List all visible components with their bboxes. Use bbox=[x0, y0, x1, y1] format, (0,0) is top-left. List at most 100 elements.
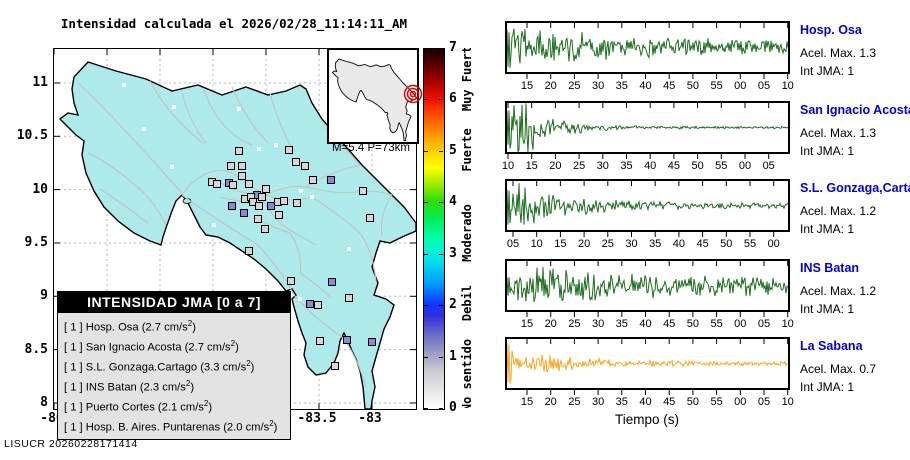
legend-intensity-bracket: [ 1 ] bbox=[64, 401, 83, 414]
waveform-tick-label: 35 bbox=[615, 318, 628, 330]
legend-unit-exponent: 2 bbox=[269, 418, 274, 428]
intensity-station-marker bbox=[235, 147, 243, 155]
waveform-tick-label: 10 bbox=[781, 318, 794, 330]
legend-station-text: Puerto Cortes (2.1 cm/s bbox=[82, 401, 204, 414]
legend-row: [ 1 ] S.L. Gonzaga.Cartago (3.3 cm/s2) bbox=[64, 356, 290, 376]
colorbar-number: 5 bbox=[449, 142, 457, 158]
intensity-station-marker bbox=[287, 277, 295, 285]
waveform-accel-max: Acel. Max. 1.3 bbox=[800, 126, 877, 140]
waveform-tick-label: 20 bbox=[544, 80, 557, 92]
colorbar-number: 7 bbox=[449, 40, 457, 55]
waveform-tick-label: 05 bbox=[757, 80, 771, 92]
intensity-station-marker bbox=[293, 199, 301, 207]
town-square bbox=[172, 105, 176, 109]
colorbar-tick bbox=[424, 356, 428, 358]
waveform-tick-label: 50 bbox=[686, 318, 700, 330]
legend-intensity-bracket: [ 1 ] bbox=[64, 421, 83, 434]
intensity-station-marker bbox=[328, 278, 336, 286]
colorbar-category-label: Muy Fuerte bbox=[460, 48, 474, 111]
waveform-tick-label: 30 bbox=[596, 160, 609, 172]
intensity-station-marker bbox=[228, 202, 236, 210]
waveform-tick-label: 10 bbox=[781, 396, 794, 408]
x-axis-tick-label: -83 bbox=[358, 411, 382, 426]
waveform-tick-label: 35 bbox=[649, 238, 662, 250]
x-axis-tick-label: -83.5 bbox=[297, 411, 337, 426]
legend-station-text: Hosp. B. Aires. Puntarenas (2.0 cm/s bbox=[82, 421, 270, 434]
waveform-tick-label: 00 bbox=[734, 80, 747, 92]
waveform-tick-label: 25 bbox=[568, 396, 581, 408]
waveform-tick-label: 10 bbox=[530, 238, 543, 250]
waveform-tick-label: 35 bbox=[620, 160, 633, 172]
intensity-station-marker bbox=[314, 301, 322, 309]
waveform-tick-label: 55 bbox=[710, 396, 723, 408]
legend-row: [ 1 ] Puerto Cortes (2.1 cm/s2) bbox=[64, 396, 290, 416]
waveform-station-name: S.L. Gonzaga,Cartago bbox=[800, 181, 910, 195]
legend-station-text: S.L. Gonzaga.Cartago (3.3 cm/s bbox=[82, 361, 247, 374]
colorbar-number: 4 bbox=[449, 194, 457, 210]
legend-row: [ 1 ] INS Batan (2.3 cm/s2) bbox=[64, 376, 290, 396]
intensity-station-marker bbox=[285, 146, 293, 154]
seismogram-panel bbox=[505, 337, 790, 397]
colorbar-tick bbox=[424, 48, 428, 49]
intensity-station-marker bbox=[238, 172, 246, 180]
waveform-tick-label: 00 bbox=[734, 396, 747, 408]
waveform-accel-max: Acel. Max. 1.2 bbox=[800, 284, 877, 298]
colorbar-number: 3 bbox=[449, 245, 457, 261]
waveform-tick-label: 05 bbox=[757, 318, 771, 330]
intensity-station-marker bbox=[327, 176, 335, 184]
intensity-station-marker bbox=[301, 162, 309, 170]
intensity-station-marker bbox=[309, 176, 317, 184]
waveform-tick-label: 30 bbox=[591, 80, 605, 92]
town-square bbox=[298, 297, 302, 301]
epicenter-icon bbox=[403, 84, 423, 104]
intensity-station-marker bbox=[245, 180, 253, 188]
colorbar-category-labels: Muy Fuerte Fuerte Moderado Debil No sentido bbox=[460, 48, 474, 408]
town-square bbox=[274, 143, 278, 147]
town-square bbox=[347, 247, 351, 251]
legend-station-text: Hosp. Osa (2.7 cm/s bbox=[82, 321, 188, 334]
intensity-station-marker bbox=[258, 193, 266, 201]
colorbar-tick bbox=[439, 253, 443, 255]
waveform-tick-label: 05 bbox=[762, 160, 775, 172]
waveform-tick-label: 25 bbox=[572, 160, 586, 172]
intensity-station-marker bbox=[306, 300, 314, 308]
waveform-svg bbox=[505, 21, 790, 79]
intensity-station-marker bbox=[238, 162, 246, 170]
y-axis-tick-label: 8.5 bbox=[24, 341, 48, 357]
waveform-tick-label: 55 bbox=[715, 160, 728, 172]
page-title: Intensidad calculada el 2026/02/28_11:14… bbox=[60, 16, 408, 31]
colorbar-tick bbox=[439, 150, 443, 152]
waveform-tick-label: 50 bbox=[720, 238, 733, 250]
legend-unit-exponent: 2 bbox=[185, 378, 191, 388]
waveform-svg bbox=[505, 101, 790, 159]
waveform-station-name: San Ignacio Acosta bbox=[800, 103, 910, 117]
waveform-tick-label: 40 bbox=[672, 238, 686, 250]
waveform-tick-label: 40 bbox=[644, 160, 657, 172]
colorbar-tick bbox=[424, 408, 428, 409]
waveform-tick-label: 00 bbox=[767, 238, 780, 250]
seismogram-panel bbox=[505, 21, 790, 81]
waveform-tick-label: 10 bbox=[501, 160, 515, 172]
town-square bbox=[299, 189, 303, 193]
intensity-station-marker bbox=[227, 162, 235, 170]
legend-station-text: INS Batan (2.3 cm/s bbox=[82, 381, 186, 394]
y-axis-tick-label: 8 bbox=[40, 395, 48, 410]
colorbar-tick bbox=[424, 99, 428, 101]
waveform-tick-label: 20 bbox=[577, 238, 591, 250]
waveform-tick-label: 25 bbox=[568, 80, 581, 92]
waveform-tick-label: 30 bbox=[625, 238, 638, 250]
colorbar-tick bbox=[439, 48, 443, 49]
waveform-tick-label: 15 bbox=[520, 80, 534, 92]
intensity-station-marker bbox=[262, 185, 270, 193]
waveform-tick-label: 50 bbox=[691, 160, 704, 172]
waveform-accel-max: Acel. Max. 1.3 bbox=[800, 46, 877, 60]
y-axis-tick-label: 9.5 bbox=[24, 234, 48, 250]
waveform-tick-label: 10 bbox=[781, 80, 794, 92]
legend-close-paren: ) bbox=[250, 361, 255, 374]
waveform-svg bbox=[505, 179, 790, 237]
waveform-tick-label: 45 bbox=[696, 238, 709, 250]
waveform-int-jma: Int JMA: 1 bbox=[800, 64, 855, 78]
intensity-station-marker bbox=[254, 215, 262, 223]
legend-unit-exponent: 2 bbox=[187, 319, 193, 328]
waveform-tick-label: 15 bbox=[525, 160, 538, 172]
